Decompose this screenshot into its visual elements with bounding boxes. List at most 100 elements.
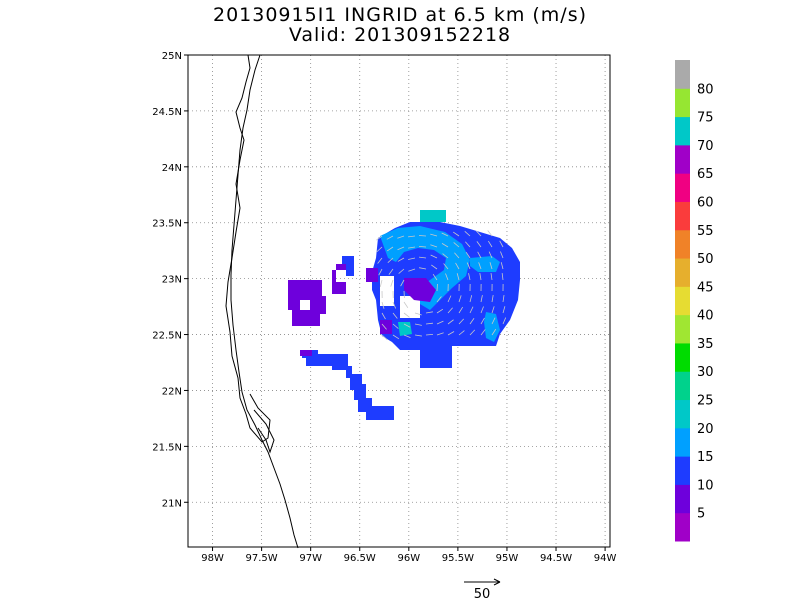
wind-vector xyxy=(379,279,383,287)
y-tick-labels: 21N 21.5N 22N 22.5N 23N 23.5N 24N 24.5N 25N xyxy=(152,51,182,509)
wind-vector xyxy=(376,235,383,241)
wind-vector xyxy=(441,232,449,237)
y-tick-label: 22.5N xyxy=(152,331,182,342)
y-tick-label: 24N xyxy=(162,163,182,174)
wind-vector xyxy=(476,241,482,248)
wind-vector xyxy=(469,306,474,314)
wind-vector xyxy=(430,244,438,248)
colorbar-label: 65 xyxy=(697,167,714,182)
wind-vector xyxy=(388,268,394,275)
wind-vector xyxy=(378,268,383,276)
colorbar-swatch xyxy=(675,427,690,457)
colorbar-swatch xyxy=(675,342,690,372)
storm-field-lightblue-2 xyxy=(470,256,500,272)
wind-vector xyxy=(392,312,398,319)
west-patch-purple-2 xyxy=(332,256,354,294)
wind-vector xyxy=(500,251,504,259)
x-tick-label: 96.5W xyxy=(344,553,376,564)
wind-vector xyxy=(430,254,438,259)
y-tick-label: 23.5N xyxy=(152,219,182,230)
colorbar-label: 80 xyxy=(697,82,714,97)
x-tick-label: 97W xyxy=(299,553,322,564)
wind-vector xyxy=(419,267,427,270)
wind-vector xyxy=(381,323,387,330)
wind-vector xyxy=(478,262,482,270)
colorbar-label: 35 xyxy=(697,337,714,352)
wind-vector xyxy=(458,306,464,314)
wind-vector xyxy=(475,230,482,237)
wind-vector xyxy=(458,295,462,303)
y-tick-label: 21.5N xyxy=(152,442,182,453)
x-tick-label: 94W xyxy=(594,553,617,564)
y-tick-label: 23N xyxy=(162,275,182,286)
wind-vector xyxy=(502,317,507,325)
wind-vector xyxy=(436,332,444,336)
band-blue xyxy=(302,350,394,420)
wind-vector xyxy=(414,312,422,316)
wind-vector xyxy=(469,318,475,325)
wind-vector xyxy=(430,233,438,237)
colorbar-label: 15 xyxy=(697,450,714,465)
wind-vector xyxy=(390,279,394,287)
colorbar-label: 25 xyxy=(697,394,714,409)
wind-vector xyxy=(480,317,485,325)
wind-vector xyxy=(464,231,471,237)
wind-vector xyxy=(465,241,471,248)
colorbar-swatch xyxy=(675,116,690,146)
wind-vector xyxy=(381,312,386,320)
reference-vector-label: 50 xyxy=(474,587,491,600)
wind-vector xyxy=(414,334,422,337)
colorbar-swatch xyxy=(675,88,690,118)
wind-vector xyxy=(442,253,449,259)
coastline-inner xyxy=(225,54,271,443)
wind-vector xyxy=(468,273,471,281)
colorbar-swatch xyxy=(675,512,690,542)
wind-vector xyxy=(491,317,496,325)
west-patch-blue xyxy=(342,256,354,276)
wind-vector xyxy=(436,296,442,303)
storm-core-purple xyxy=(404,278,436,302)
wind-vector xyxy=(386,235,394,240)
wind-vector xyxy=(403,323,411,328)
colorbar-swatch xyxy=(675,456,690,485)
colorbar-label: 10 xyxy=(697,478,714,493)
wind-vector xyxy=(491,295,494,303)
wind-vector xyxy=(425,322,433,325)
colorbar-label: 40 xyxy=(697,309,714,324)
y-tick-label: 22N xyxy=(162,386,182,397)
wind-vector xyxy=(419,256,427,259)
coastline-lagoon xyxy=(253,409,275,454)
wind-vector xyxy=(381,301,385,309)
x-tick-label: 97.5W xyxy=(246,553,278,564)
wind-vector xyxy=(456,273,460,281)
wind-vector xyxy=(477,251,482,259)
wind-vector xyxy=(403,301,409,309)
x-tick-label: 95W xyxy=(496,553,519,564)
wind-vector xyxy=(397,235,405,239)
colorbar-swatch xyxy=(675,60,690,89)
band-purple xyxy=(300,350,312,356)
storm-core-purple-3 xyxy=(380,320,392,334)
wind-vector xyxy=(381,334,388,340)
wind-vector xyxy=(447,319,454,325)
colorbar-swatch xyxy=(675,173,690,202)
wind-vector xyxy=(441,243,449,248)
wind-vector xyxy=(408,268,416,272)
coastline-outer xyxy=(230,54,299,549)
storm-eye-2 xyxy=(400,296,420,318)
wind-vector xyxy=(480,329,486,336)
wind-vector xyxy=(387,257,394,263)
wind-vector xyxy=(418,245,427,248)
x-tick-label: 95.5W xyxy=(442,553,474,564)
wind-vector xyxy=(392,301,397,309)
storm-field-cyan xyxy=(420,210,446,222)
wind-vector xyxy=(445,273,449,281)
wind-vector xyxy=(488,251,493,259)
colorbar-swatch xyxy=(675,229,690,259)
colorbar-label: 60 xyxy=(697,195,714,210)
wind-vector xyxy=(469,295,473,303)
storm-field-lightblue-3 xyxy=(484,312,500,342)
wind-vector xyxy=(377,257,383,264)
wind-vector xyxy=(403,334,411,338)
x-tick-label: 94.5W xyxy=(540,553,572,564)
